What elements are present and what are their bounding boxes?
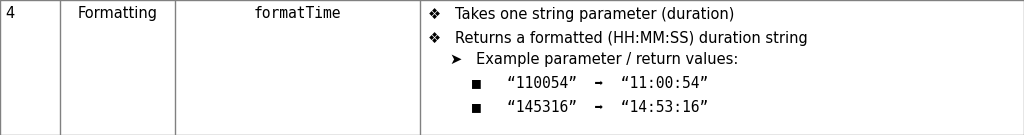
Text: ■   “110054”  ➡  “11:00:54”: ■ “110054” ➡ “11:00:54” bbox=[472, 75, 709, 90]
Text: formatTime: formatTime bbox=[254, 6, 341, 21]
Text: ❖   Takes one string parameter (duration): ❖ Takes one string parameter (duration) bbox=[428, 7, 734, 22]
Text: ❖   Returns a formatted (HH:MM:SS) duration string: ❖ Returns a formatted (HH:MM:SS) duratio… bbox=[428, 31, 808, 46]
Text: Formatting: Formatting bbox=[78, 6, 158, 21]
Text: ■   “145316”  ➡  “14:53:16”: ■ “145316” ➡ “14:53:16” bbox=[472, 99, 709, 114]
Text: ➤   Example parameter / return values:: ➤ Example parameter / return values: bbox=[450, 52, 738, 67]
Text: 4: 4 bbox=[5, 6, 14, 21]
